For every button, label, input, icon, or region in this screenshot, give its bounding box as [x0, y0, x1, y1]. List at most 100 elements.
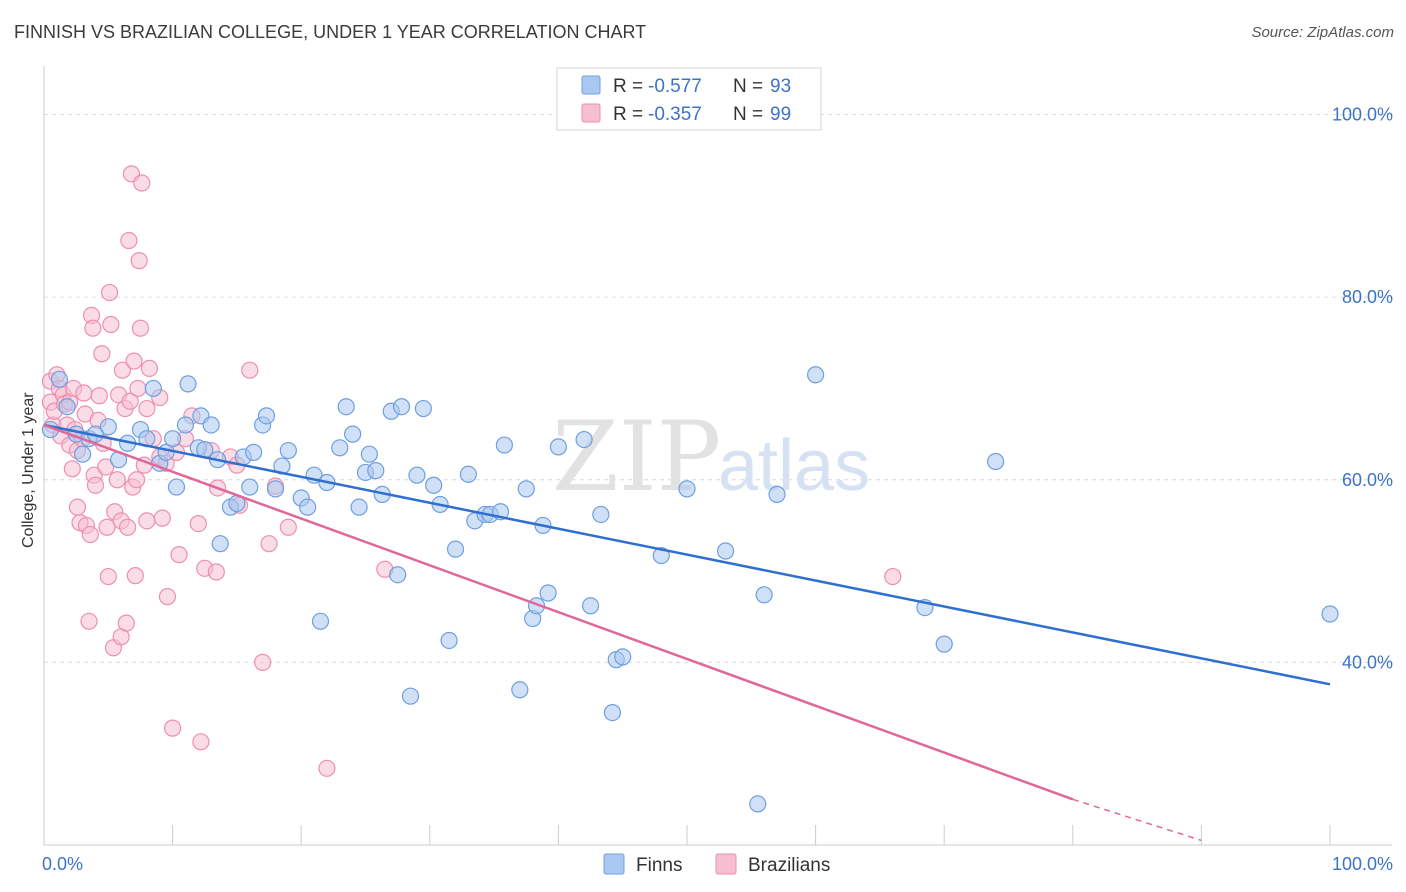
- finns-point-36: [299, 498, 317, 516]
- brazilians-point-48: [121, 392, 139, 410]
- finns-point-46: [367, 462, 385, 480]
- finns-point-16: [167, 478, 186, 496]
- watermark-zip: ZIP: [552, 401, 721, 513]
- finns-point-41: [337, 398, 355, 416]
- finns-point-50: [392, 398, 411, 416]
- grid-lines: [44, 114, 1392, 663]
- finns-point-87: [1321, 605, 1339, 623]
- brazilians-point-39: [108, 471, 126, 489]
- legend-n-label-finns: N =: [733, 76, 763, 97]
- x-tick-label-1: 100.0%: [1332, 854, 1393, 874]
- finns-point-82: [768, 485, 786, 503]
- legend-r-label-brazilians: R =: [613, 104, 643, 125]
- finns-point-81: [755, 586, 773, 604]
- brazilians-point-54: [129, 379, 147, 398]
- y-tick-label-3: 100.0%: [1332, 105, 1393, 125]
- finns-point-24: [211, 535, 229, 553]
- finns-point-63: [495, 436, 513, 454]
- brazilians-point-65: [153, 509, 171, 527]
- finns-point-58: [459, 465, 477, 483]
- finns-point-79: [716, 542, 735, 560]
- finns-point-73: [592, 505, 610, 524]
- finns-point-76: [614, 648, 632, 666]
- finns-point-51: [401, 687, 420, 705]
- legend-swatch-finns: [581, 75, 601, 95]
- brazilians-point-16: [68, 498, 87, 516]
- brazilians-point-56: [131, 319, 150, 337]
- finns-point-17: [176, 416, 195, 434]
- brazilians-point-34: [99, 567, 117, 586]
- finns-point-70: [549, 438, 568, 456]
- finns-point-22: [202, 416, 220, 434]
- brazilians-point-27: [86, 476, 105, 494]
- brazilians-point-30: [93, 345, 111, 363]
- finns-point-31: [257, 407, 276, 425]
- finns-point-74: [603, 704, 622, 722]
- brazilians-point-84: [260, 535, 278, 553]
- brazilians-point-36: [102, 315, 120, 334]
- brazilians-point-43: [113, 361, 132, 379]
- brazilians-point-25: [84, 319, 102, 337]
- finns-point-56: [440, 631, 458, 650]
- brazilians-point-82: [241, 361, 259, 379]
- brazilians-trend-line: [43, 423, 1074, 801]
- brazilians-point-60: [138, 399, 156, 418]
- finns-point-2: [58, 398, 76, 416]
- finns-point-40: [331, 439, 349, 457]
- brazilians-point-23: [81, 525, 99, 544]
- chart-title: FINNISH VS BRAZILIAN COLLEGE, UNDER 1 YE…: [14, 22, 647, 42]
- finns-point-38: [311, 612, 330, 630]
- finns-point-54: [425, 476, 443, 494]
- brazilians-point-59: [138, 512, 156, 530]
- brazilians-point-45: [117, 614, 135, 632]
- brazilians-point-22: [80, 612, 98, 630]
- finns-point-42: [344, 425, 362, 443]
- finns-point-85: [935, 635, 953, 653]
- brazilians-point-47: [120, 231, 138, 250]
- legend-r-label-finns: R =: [613, 76, 643, 97]
- finns-point-49: [389, 566, 407, 584]
- finns-point-65: [517, 480, 535, 498]
- watermark-atlas: atlas: [718, 426, 870, 506]
- series-legend: Finns Brazilians: [603, 853, 830, 876]
- brazilians-point-57: [133, 174, 151, 192]
- y-tick-label-2: 80.0%: [1342, 287, 1393, 307]
- finns-point-7: [99, 418, 117, 436]
- finns-point-57: [446, 540, 465, 558]
- finns-point-77: [652, 546, 670, 565]
- stats-legend: R = -0.577 N = 93 R = -0.357 N = 99: [556, 67, 822, 131]
- finns-point-45: [360, 445, 378, 463]
- trend-lines: [43, 423, 1331, 842]
- brazilians-point-35: [100, 283, 119, 302]
- finns-point-1: [50, 370, 69, 388]
- finns-point-18: [179, 375, 197, 393]
- brazilians-point-51: [125, 352, 143, 370]
- finns-point-86: [987, 452, 1005, 471]
- finns-trend-line: [43, 423, 1331, 686]
- finns-point-43: [350, 498, 368, 516]
- brazilians-point-87: [318, 759, 336, 777]
- finns-points: [41, 366, 1339, 813]
- brazilians-point-67: [158, 588, 177, 606]
- x-tick-labels: 0.0% 100.0%: [42, 854, 1393, 874]
- bottom-legend-label-brazilians: Brazilians: [748, 855, 830, 876]
- brazilians-point-32: [97, 458, 115, 476]
- brazilians-point-89: [884, 567, 902, 586]
- brazilians-point-77: [207, 563, 225, 581]
- brazilians-point-61: [140, 359, 159, 377]
- brazilians-point-68: [164, 719, 182, 737]
- legend-swatch-brazilians: [581, 103, 601, 123]
- brazilians-point-29: [90, 387, 108, 405]
- brazilians-point-33: [98, 518, 116, 536]
- finns-point-4: [73, 445, 92, 463]
- finns-point-29: [245, 443, 263, 461]
- brazilians-point-12: [63, 460, 81, 478]
- legend-n-value-finns: 93: [770, 76, 791, 97]
- finns-point-32: [266, 480, 285, 498]
- finns-point-71: [575, 430, 593, 449]
- legend-n-value-brazilians: 99: [770, 104, 791, 125]
- brazilians-point-19: [75, 384, 93, 402]
- legend-n-label-brazilians: N =: [733, 104, 763, 125]
- y-tick-label-1: 60.0%: [1342, 470, 1393, 490]
